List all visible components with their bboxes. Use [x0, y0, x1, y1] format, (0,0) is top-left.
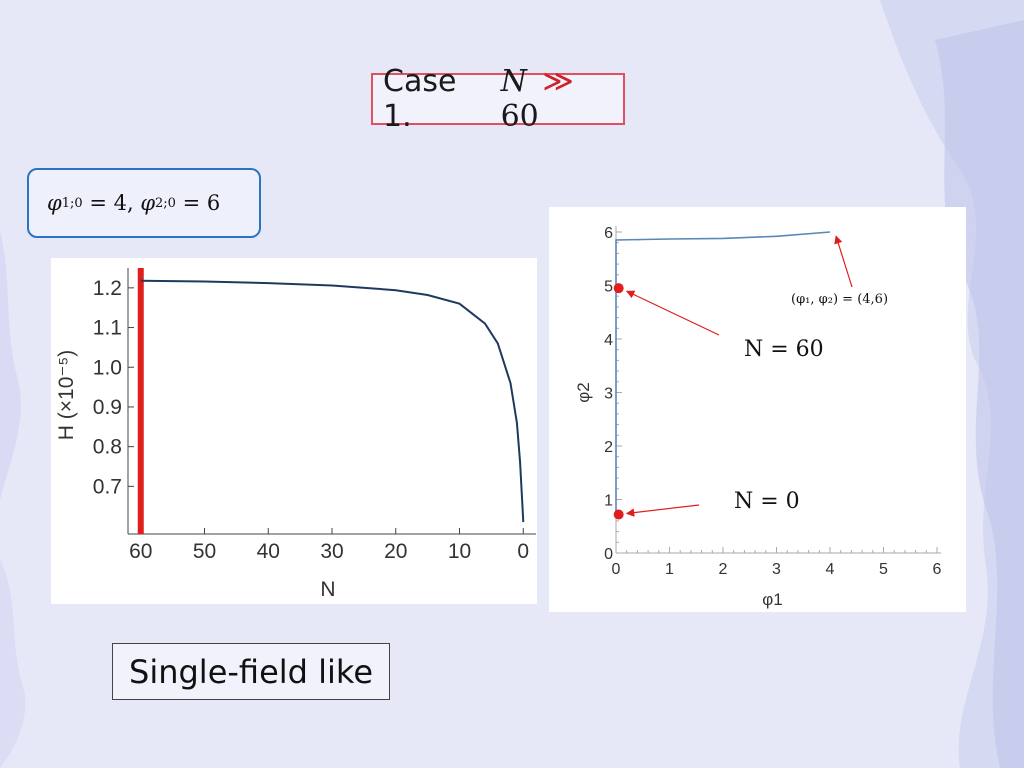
- n60-arrow: [625, 290, 720, 336]
- y-tick-label: 6: [604, 225, 613, 242]
- y-tick-label: 0: [604, 546, 613, 563]
- x-tick-label: 6: [933, 561, 942, 578]
- x-tick-label: 20: [384, 540, 407, 563]
- phi2-symbol: φ: [140, 191, 156, 215]
- y-tick-label: 0.9: [93, 396, 122, 419]
- y-tick-label: 1.1: [93, 317, 122, 340]
- y-axis-label: φ2: [574, 382, 593, 402]
- x-tick-label: 30: [320, 540, 343, 563]
- slide-title: Case 1. N ≫ 60: [371, 64, 625, 134]
- y-tick-label: 5: [604, 279, 613, 296]
- hubble-chart-panel: 60 50 40 30 20 10 0 1.2 1.1 1.0 0.9 0.8 0.7 N H (×10⁻⁵…: [51, 258, 537, 604]
- x-tick-label: 3: [772, 561, 781, 578]
- phi1-equals: = 4,: [82, 191, 141, 215]
- trajectory-chart-panel: 0 1 2 3 4 5 6 0 1 2 3 4 5 6 φ1 φ2 N = 60 N = 0 (φ₁, φ₂) = …: [549, 207, 966, 612]
- y-tick-label: 4: [604, 332, 613, 349]
- n60-label: N = 60: [744, 337, 824, 362]
- x-tick-label: 40: [257, 540, 280, 563]
- single-field-label: Single-field like: [112, 643, 390, 700]
- y-tick-label: 2: [604, 439, 613, 456]
- phi1-symbol: φ: [47, 191, 62, 215]
- title-prefix: Case 1.: [383, 64, 457, 134]
- field-trajectory-chart: 0 1 2 3 4 5 6 0 1 2 3 4 5 6 φ1 φ2 N = 60 N = 0 (φ₁, φ₂) = …: [574, 225, 942, 609]
- trajectory-curve: [615, 231, 831, 515]
- initial-conditions: φ 1;0 = 4, φ 2;0 = 6: [27, 168, 261, 238]
- y-tick-label: 0.7: [93, 475, 122, 498]
- x-tick-label: 0: [517, 540, 529, 563]
- x-tick-label: 10: [448, 540, 471, 563]
- x-tick-label: 4: [826, 561, 835, 578]
- endpoint-arrow: [834, 235, 853, 288]
- n0-point: [613, 509, 624, 520]
- n0-label: N = 0: [734, 489, 800, 514]
- x-tick-label: 50: [193, 540, 216, 563]
- x-axis-label: N: [320, 578, 335, 601]
- y-tick-label: 1.0: [93, 356, 122, 379]
- x-tick-label: 1: [665, 561, 674, 578]
- phi1-subscript: 1;0: [61, 195, 83, 211]
- x-axis-label: φ1: [762, 590, 782, 609]
- x-tick-label: 60: [129, 540, 152, 563]
- y-tick-label: 1: [604, 493, 613, 510]
- phi2-equals: = 6: [175, 191, 221, 215]
- title-variable: N: [500, 64, 527, 99]
- title-math: N ≫ 60: [501, 64, 623, 134]
- y-axis-label: H (×10⁻⁵): [55, 350, 78, 440]
- y-tick-label: 0.8: [93, 436, 122, 459]
- x-tick-label: 2: [719, 561, 728, 578]
- endpoint-label: (φ₁, φ₂) = (4,6): [791, 292, 888, 307]
- phi2-subscript: 2;0: [155, 195, 176, 211]
- y-tick-label: 3: [604, 386, 613, 403]
- y-tick-label: 1.2: [93, 277, 122, 300]
- n60-point: [613, 283, 624, 294]
- title-value: 60: [500, 99, 539, 134]
- n0-arrow: [625, 504, 700, 517]
- x-tick-label: 0: [612, 561, 621, 578]
- x-tick-label: 5: [879, 561, 888, 578]
- hubble-curve: [140, 279, 525, 523]
- title-relation: ≫: [542, 64, 574, 99]
- hubble-chart: 60 50 40 30 20 10 0 1.2 1.1 1.0 0.9 0.8 0.7 N H (×10⁻⁵…: [55, 268, 536, 601]
